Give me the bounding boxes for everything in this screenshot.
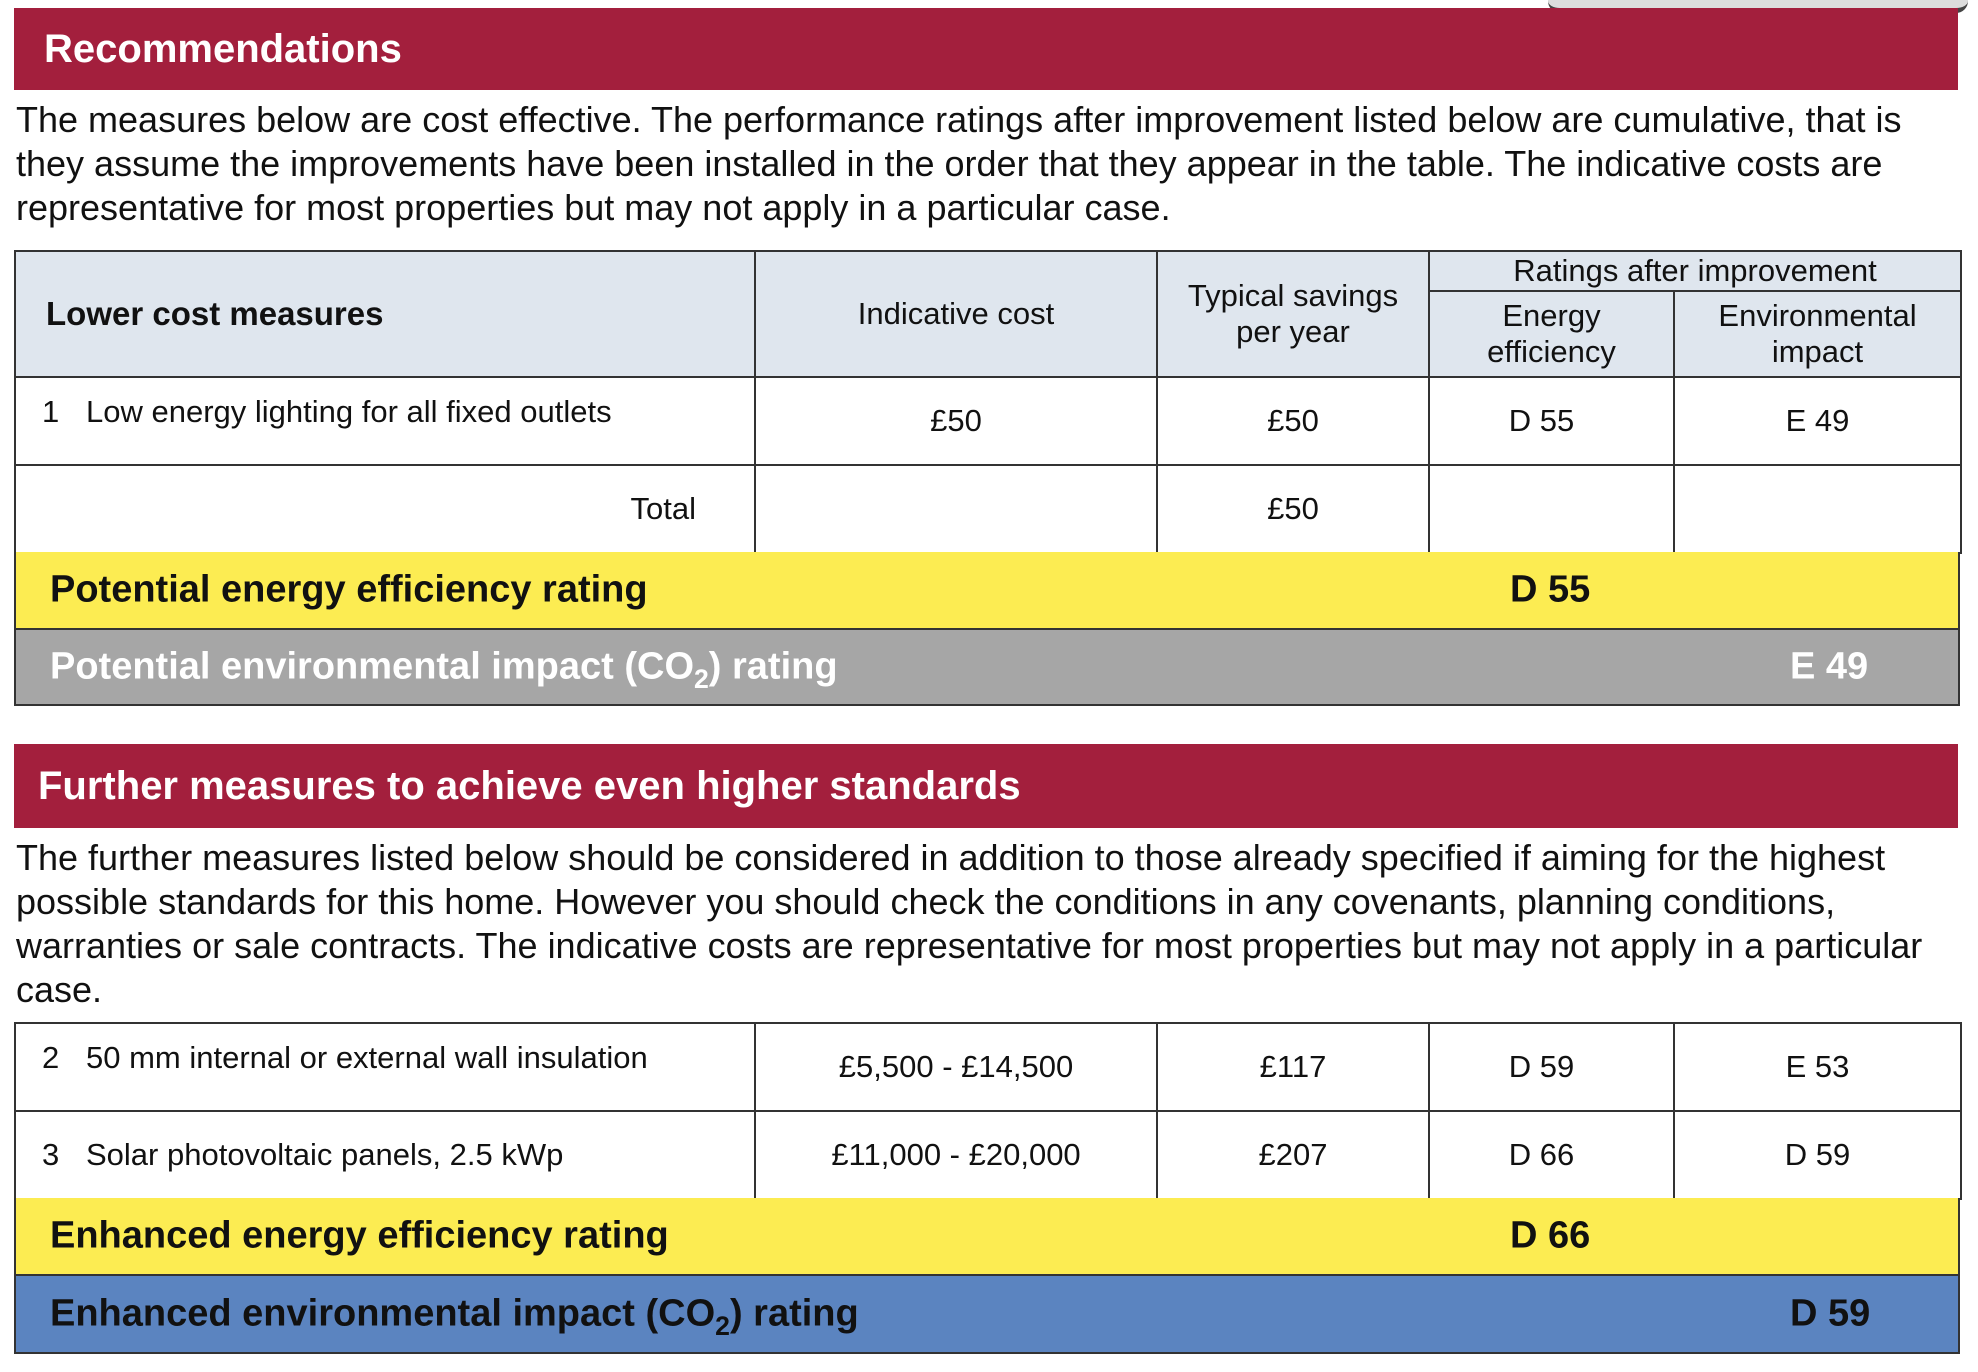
enhanced-energy-label: Enhanced energy efficiency rating (50, 1214, 669, 1257)
header-ratings-after-improvement: Ratings after improvement (1427, 250, 1963, 292)
enhanced-environment-rating-band: Enhanced environmental impact (CO2) rati… (14, 1276, 1960, 1354)
potential-energy-label: Potential energy efficiency rating (50, 568, 648, 611)
enhanced-energy-value: D 66 (1510, 1214, 1591, 1257)
enhanced-environment-label: Enhanced environmental impact (CO2) rati… (50, 1292, 859, 1341)
total-cost-cell (754, 464, 1158, 554)
measure-description: 50 mm internal or external wall insulati… (86, 1040, 648, 1075)
environment-rating-cell: E 53 (1673, 1022, 1962, 1112)
total-environment-cell (1672, 464, 1963, 554)
header-energy-efficiency: Energy efficiency (1428, 290, 1675, 378)
measure-cell: 2 50 mm internal or external wall insulat… (14, 1022, 756, 1112)
potential-energy-rating-band: Potential energy efficiency rating D 55 (14, 552, 1960, 630)
potential-environment-rating-band: Potential environmental impact (CO2) rat… (14, 630, 1960, 706)
environment-rating-cell: D 59 (1673, 1110, 1962, 1200)
energy-rating-cell: D 66 (1428, 1110, 1675, 1200)
measure-number: 2 (42, 1040, 60, 1075)
measure-description: Solar photovoltaic panels, 2.5 kWp (86, 1137, 564, 1172)
further-measures-banner: Further measures to achieve even higher … (14, 744, 1958, 828)
further-measures-intro: The further measures listed below should… (16, 837, 1923, 1010)
savings-cell: £117 (1156, 1022, 1430, 1112)
total-row: Total £50 (14, 464, 1963, 554)
savings-cell: £207 (1156, 1110, 1430, 1200)
measure-number: 1 (42, 394, 60, 429)
enhanced-environment-value: D 59 (1790, 1292, 1871, 1335)
enhanced-energy-rating-band: Enhanced energy efficiency rating D 66 (14, 1198, 1960, 1276)
potential-environment-value: E 49 (1790, 645, 1869, 688)
header-indicative-cost: Indicative cost (754, 250, 1158, 378)
measure-description: Low energy lighting for all fixed outlet… (86, 394, 612, 429)
energy-rating-cell: D 55 (1428, 376, 1675, 466)
header-environmental-impact: Environmental impact (1672, 290, 1963, 378)
savings-cell: £50 (1156, 376, 1430, 466)
potential-energy-value: D 55 (1510, 568, 1591, 611)
cost-cell: £11,000 - £20,000 (754, 1110, 1158, 1200)
cost-cell: £50 (754, 376, 1158, 466)
measure-cell: 1 Low energy lighting for all fixed outle… (14, 376, 756, 466)
recommendations-title: Recommendations (44, 26, 402, 71)
table-row: 1 Low energy lighting for all fixed outle… (14, 376, 1963, 466)
table-row: 2 50 mm internal or external wall insulat… (14, 1022, 1962, 1112)
measure-cell: 3 Solar photovoltaic panels, 2.5 kWp (14, 1110, 756, 1200)
recommendations-intro: The measures below are cost effective. T… (16, 99, 1902, 228)
potential-environment-label: Potential environmental impact (CO2) rat… (50, 645, 838, 694)
cost-cell: £5,500 - £14,500 (754, 1022, 1158, 1112)
header-typical-savings: Typical savings per year (1156, 250, 1430, 378)
energy-rating-cell: D 59 (1428, 1022, 1675, 1112)
further-measures-title: Further measures to achieve even higher … (38, 763, 1021, 808)
lower-cost-measures-table: Lower cost measures Indicative cost Typi… (14, 250, 1963, 554)
table-row: 3 Solar photovoltaic panels, 2.5 kWp £11,… (14, 1110, 1962, 1200)
total-savings-cell: £50 (1156, 464, 1430, 554)
total-label: Total (14, 464, 756, 554)
recommendations-banner: Recommendations (14, 8, 1958, 90)
environment-rating-cell: E 49 (1672, 376, 1963, 466)
header-lower-cost-measures: Lower cost measures (14, 250, 756, 378)
further-measures-table: 2 50 mm internal or external wall insulat… (14, 1022, 1962, 1200)
measure-number: 3 (42, 1137, 60, 1172)
total-energy-cell (1428, 464, 1675, 554)
